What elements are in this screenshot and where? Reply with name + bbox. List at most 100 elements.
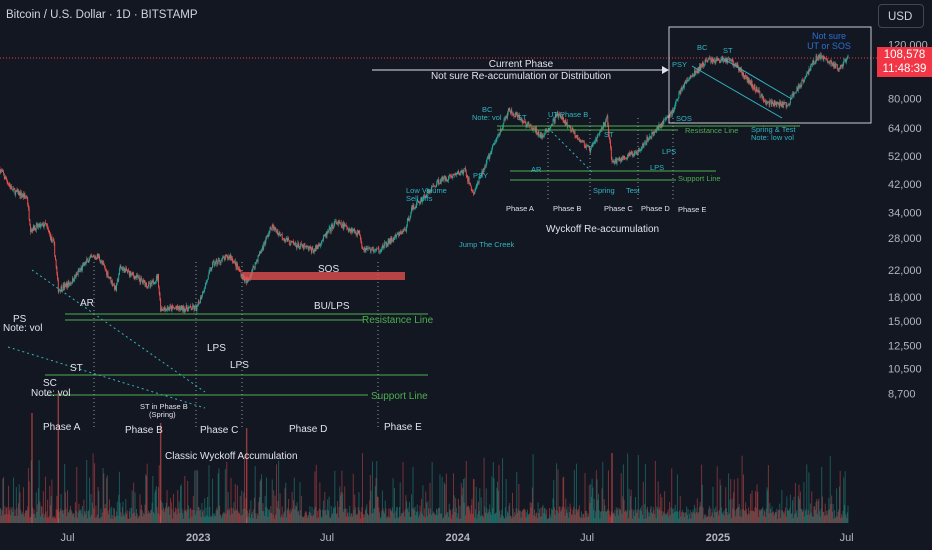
candle-body	[88, 261, 90, 263]
candle-body	[607, 115, 609, 126]
candle-body	[236, 263, 238, 268]
volume-bar	[386, 516, 388, 523]
currency-button[interactable]: USD	[878, 4, 924, 28]
candle-body	[41, 224, 43, 225]
volume-bar	[782, 510, 784, 523]
candle-body	[361, 243, 363, 248]
candle-body	[691, 75, 693, 77]
volume-bar	[270, 506, 272, 523]
volume-bar	[57, 509, 59, 523]
label-lps-r: LPS	[650, 163, 664, 172]
candle-body	[694, 70, 695, 77]
candle-body	[633, 153, 635, 156]
volume-bar	[103, 473, 105, 523]
volume-bar	[412, 466, 414, 523]
volume-bar	[35, 517, 37, 523]
volume-bar	[145, 476, 147, 523]
volume-bar	[670, 507, 672, 523]
volume-bar	[212, 513, 214, 523]
label-phase-c-r: Phase C	[604, 204, 633, 213]
volume-bar	[309, 506, 311, 523]
volume-bar	[173, 511, 175, 523]
candle-body	[110, 276, 112, 283]
candle-body	[536, 134, 538, 136]
candle-body	[747, 77, 749, 81]
candle-body	[655, 131, 657, 132]
candle-body	[508, 108, 510, 111]
candle-body	[460, 170, 462, 173]
candle-body	[344, 224, 346, 227]
candle-body	[590, 147, 592, 153]
time-axis[interactable]: Jul 2023 Jul 2024 Jul 2025 Jul	[60, 532, 853, 544]
candle-body	[517, 115, 519, 118]
candle-body	[80, 267, 82, 270]
volume-bar	[505, 479, 507, 523]
candle-body	[437, 179, 439, 181]
candle-body	[605, 118, 607, 121]
candle-body	[449, 175, 451, 176]
volume-bar	[672, 513, 674, 523]
volume-bar	[414, 506, 416, 523]
volume-bar	[843, 477, 845, 523]
candle-body	[610, 141, 612, 148]
volume-bar	[289, 513, 291, 523]
candle-body	[705, 60, 707, 61]
candle-body	[737, 64, 739, 68]
volume-bar	[353, 509, 355, 523]
volume-bar	[258, 501, 260, 523]
volume-bar	[508, 506, 510, 523]
candle-body	[723, 61, 725, 62]
volume-bar	[190, 507, 191, 523]
candle-body	[499, 132, 501, 136]
label-phase-e: Phase E	[384, 422, 422, 433]
candle-body	[469, 183, 471, 184]
volume-bar	[317, 517, 319, 523]
volume-bar	[833, 518, 835, 523]
volume-bar	[451, 514, 453, 523]
candle-body	[466, 176, 468, 178]
volume-bar	[768, 513, 770, 523]
candle-body	[644, 142, 646, 144]
volume-bar	[194, 470, 196, 523]
volume-bar	[623, 499, 625, 523]
candle-body	[448, 176, 449, 181]
volume-bar	[457, 499, 459, 523]
candle-body	[701, 64, 703, 67]
volume-bar	[52, 517, 54, 523]
volume-bar	[101, 512, 103, 523]
candle-body	[372, 247, 374, 252]
volume-bar	[367, 514, 369, 523]
candle-body	[125, 268, 127, 270]
candle-body	[5, 177, 7, 180]
candle-body	[823, 56, 825, 60]
volume-bar	[105, 508, 107, 523]
candle-body	[534, 128, 535, 130]
candle-body	[777, 102, 779, 104]
candle-body	[723, 61, 725, 62]
candle-body	[384, 242, 386, 243]
candle-body	[443, 176, 445, 179]
candle-body	[52, 239, 54, 241]
volume-bar	[239, 495, 241, 523]
candle-body	[684, 82, 685, 87]
volume-bar	[181, 508, 183, 523]
candle-body	[552, 119, 554, 125]
volume-bar	[475, 509, 477, 523]
volume-bar	[463, 502, 465, 523]
candle-body	[392, 237, 394, 241]
candle-body	[625, 158, 627, 160]
candle-body	[192, 305, 194, 308]
candle-body	[762, 96, 764, 98]
volume-bar	[365, 507, 367, 523]
candle-body	[568, 125, 570, 126]
volume-bar	[375, 478, 377, 523]
candle-body	[495, 140, 497, 142]
volume-bar	[779, 518, 781, 523]
candle-body	[185, 305, 187, 309]
candle-body	[704, 60, 706, 66]
candle-body	[678, 93, 680, 99]
candle-body	[819, 54, 821, 59]
candle-body	[109, 276, 111, 279]
price-axis[interactable]: 120,000100,00080,00064,00052,00042,00034…	[888, 40, 928, 401]
